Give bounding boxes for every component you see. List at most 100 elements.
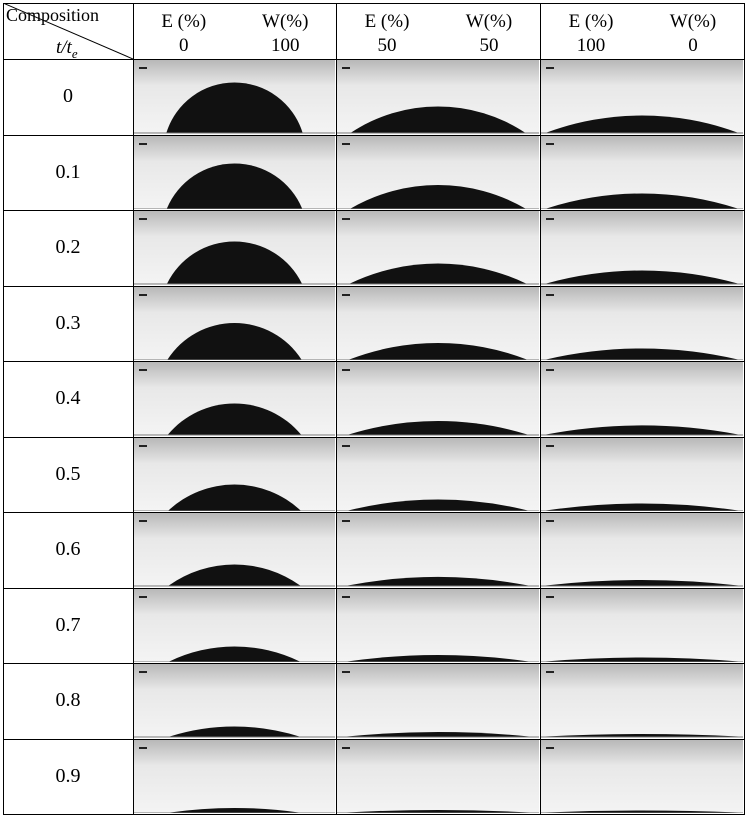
substrate-line	[541, 283, 743, 285]
droplet-image	[541, 437, 743, 511]
droplet-image	[337, 588, 539, 662]
droplet	[166, 82, 303, 133]
droplet	[348, 499, 528, 510]
table-horizontal-rule	[3, 587, 745, 589]
scale-bar	[139, 746, 147, 749]
droplet-image	[541, 60, 743, 134]
image-background	[541, 362, 743, 436]
droplet	[169, 646, 300, 661]
scale-bar	[139, 369, 147, 371]
substrate-line	[337, 208, 539, 209]
scale-bar	[139, 444, 147, 447]
time-ratio-row-label: 0.4	[55, 387, 81, 410]
table-horizontal-rule	[3, 210, 745, 211]
table-vertical-rule	[744, 3, 745, 814]
scale-bar	[342, 595, 350, 598]
image-background	[337, 664, 539, 738]
table-vertical-rule	[3, 3, 4, 814]
water-label: W(%)	[262, 11, 309, 32]
droplet	[346, 809, 530, 812]
table-horizontal-rule	[3, 134, 745, 136]
substrate-line	[541, 510, 743, 511]
time-ratio-row-label: 0	[63, 85, 73, 108]
image-background	[541, 739, 743, 813]
image-background	[134, 664, 335, 738]
ethanol-label: E (%)	[161, 11, 207, 32]
substrate-line	[134, 283, 335, 285]
image-background	[541, 286, 743, 360]
droplet	[545, 503, 739, 510]
image-background	[541, 664, 743, 738]
composition-header-0: E (%) W(%) 0 100	[133, 3, 336, 59]
substrate-line	[134, 208, 335, 209]
substrate-line	[134, 510, 335, 511]
droplet-image	[541, 211, 743, 285]
table-horizontal-rule	[3, 512, 745, 513]
scale-bar	[546, 218, 554, 220]
droplet	[168, 564, 301, 586]
droplet	[170, 807, 299, 812]
water-label: W(%)	[465, 11, 513, 32]
time-ratio-label: t/te	[56, 37, 78, 62]
table-horizontal-rule	[3, 738, 745, 740]
droplet	[347, 654, 529, 661]
droplet	[350, 184, 526, 208]
scale-bar	[342, 520, 350, 522]
scale-bar	[139, 595, 147, 598]
scale-bar	[546, 293, 554, 296]
scale-bar	[342, 67, 350, 69]
droplet	[545, 425, 739, 435]
scale-bar	[546, 520, 554, 522]
droplet-image	[134, 135, 335, 209]
scale-bar	[342, 293, 350, 296]
ethanol-value: 50	[377, 35, 397, 56]
substrate-line	[337, 736, 539, 738]
time-ratio-text: t/t	[56, 37, 72, 58]
droplet	[348, 421, 528, 435]
image-background	[337, 739, 539, 813]
substrate-line	[134, 359, 335, 360]
droplet	[167, 322, 302, 359]
time-ratio-row-label: 0.9	[55, 764, 81, 787]
substrate-line	[337, 434, 539, 436]
scale-bar	[546, 142, 554, 145]
droplet-image	[337, 664, 539, 738]
water-value: 0	[688, 35, 698, 56]
droplet-image	[134, 362, 335, 436]
image-background	[541, 437, 743, 511]
droplet	[346, 732, 530, 737]
droplet-image	[541, 513, 743, 587]
scale-bar	[546, 67, 554, 69]
water-label: W(%)	[669, 11, 717, 32]
table-horizontal-rule	[3, 3, 745, 4]
table-horizontal-rule	[3, 59, 745, 60]
composition-header-labels: E (%) W(%)	[336, 12, 540, 31]
droplet	[546, 115, 738, 133]
substrate-line	[541, 434, 743, 436]
droplet-image	[337, 60, 539, 134]
substrate-line	[541, 132, 743, 134]
droplet	[169, 726, 300, 737]
corner-diagonal-line	[3, 3, 133, 59]
scale-bar	[546, 444, 554, 447]
droplet-image	[134, 60, 335, 134]
droplet-image	[337, 211, 539, 285]
substrate-line	[337, 510, 539, 511]
water-value: 100	[271, 35, 300, 56]
composition-label: Composition	[6, 5, 100, 25]
substrate-line	[541, 661, 743, 662]
substrate-line	[337, 283, 539, 285]
droplet-image	[541, 588, 743, 662]
ethanol-label: E (%)	[364, 11, 410, 32]
droplet-image	[541, 286, 743, 360]
time-ratio-row-label: 0.7	[55, 613, 81, 636]
droplet-image	[134, 588, 335, 662]
substrate-line	[134, 812, 335, 813]
scale-bar	[342, 671, 350, 673]
droplet-image	[337, 286, 539, 360]
substrate-line	[541, 812, 743, 813]
droplet-image	[541, 135, 743, 209]
droplet-image	[337, 437, 539, 511]
table-vertical-rule	[133, 3, 134, 814]
water-value: 50	[479, 35, 499, 56]
